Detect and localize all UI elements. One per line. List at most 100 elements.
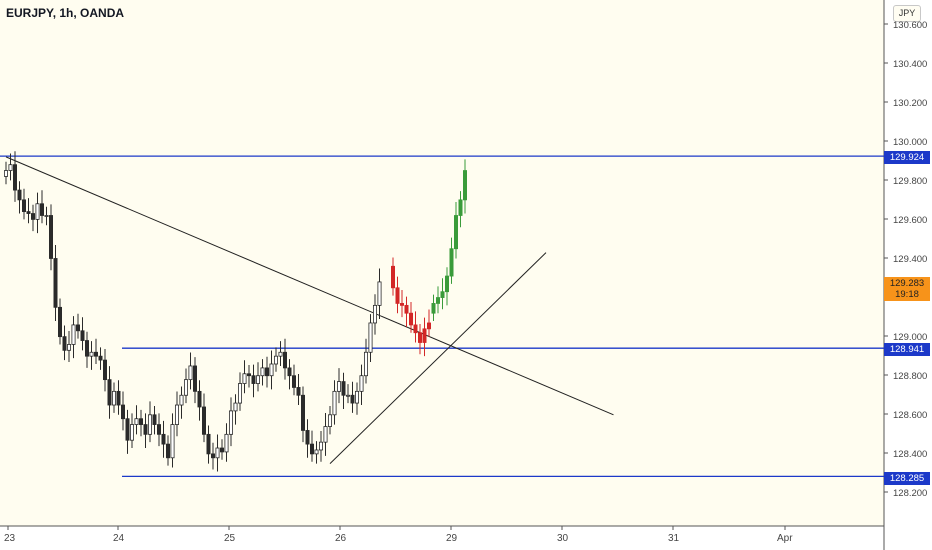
current-price-value: 129.283 xyxy=(889,278,925,289)
price-label: 130.400 xyxy=(893,59,928,70)
candle-body xyxy=(350,394,355,404)
candle-body xyxy=(201,406,206,435)
candle-body xyxy=(192,365,197,392)
candle-body xyxy=(206,433,211,455)
candle-body xyxy=(296,387,301,396)
time-label: 30 xyxy=(557,533,569,544)
time-label: 25 xyxy=(224,533,236,544)
candle-body xyxy=(67,344,72,351)
candle-body xyxy=(8,164,13,171)
candle-body xyxy=(165,443,170,459)
candle-body xyxy=(174,404,179,425)
candle-body xyxy=(17,189,22,201)
candle-body xyxy=(26,211,31,214)
candle-body xyxy=(291,375,296,388)
candle-body xyxy=(116,390,121,406)
time-label: 31 xyxy=(668,533,680,544)
time-label: 29 xyxy=(446,533,458,544)
price-label: 128.800 xyxy=(893,371,928,382)
candle-body xyxy=(21,199,26,212)
price-axis-background xyxy=(884,0,932,550)
candle-body xyxy=(89,351,94,357)
price-label: 130.600 xyxy=(893,20,928,31)
candle-body xyxy=(242,373,247,384)
candle-body xyxy=(58,306,63,338)
candle-body xyxy=(112,390,117,406)
candle-body xyxy=(94,351,99,357)
candle-body xyxy=(4,170,9,177)
candle-body xyxy=(309,443,314,455)
candle-body xyxy=(228,410,233,435)
candle-body xyxy=(152,414,157,425)
candle-body xyxy=(237,383,242,404)
candle-body xyxy=(30,213,35,220)
price-label: 129.600 xyxy=(893,215,928,226)
candle-body xyxy=(336,381,341,392)
candle-body xyxy=(359,375,364,392)
candle-body xyxy=(426,322,431,330)
candle-body xyxy=(287,367,292,377)
candle-body xyxy=(233,402,238,412)
level-badge-128941[interactable]: 128.941 xyxy=(884,343,930,356)
currency-badge[interactable]: JPY xyxy=(893,5,921,22)
horizontal-levels[interactable] xyxy=(0,155,884,478)
candle-body xyxy=(49,215,54,259)
candle-body xyxy=(224,433,229,453)
candle-body xyxy=(147,414,152,435)
candle-body xyxy=(138,418,143,425)
candle-body xyxy=(12,164,17,191)
time-label: Apr xyxy=(777,533,793,544)
time-label: 23 xyxy=(4,533,16,544)
price-label: 128.600 xyxy=(893,410,928,421)
candle-body xyxy=(40,203,45,216)
candle-body xyxy=(314,449,319,455)
candle-body xyxy=(413,324,418,334)
candle-body xyxy=(390,265,395,289)
bar-countdown: 19:18 xyxy=(895,289,919,300)
candle-body xyxy=(278,351,283,357)
trendline-ascending xyxy=(329,252,547,465)
candle-body xyxy=(305,430,310,445)
time-label: 24 xyxy=(113,533,125,544)
candle-body xyxy=(395,287,400,304)
candle-body xyxy=(156,424,161,435)
candle-body xyxy=(408,312,413,326)
candle-body xyxy=(35,203,40,220)
price-label: 128.200 xyxy=(893,488,928,499)
candle-body xyxy=(170,424,175,459)
tick-marks xyxy=(7,23,888,530)
chart-title: EURJPY, 1h, OANDA xyxy=(6,6,125,20)
candle-body xyxy=(62,336,67,351)
candle-body xyxy=(134,418,139,425)
price-label: 129.400 xyxy=(893,254,928,265)
level-badge-128285[interactable]: 128.285 xyxy=(884,472,930,485)
candle-body xyxy=(179,394,184,406)
candle-body xyxy=(219,447,224,453)
plot-background xyxy=(0,0,884,526)
candle-body xyxy=(399,303,404,306)
candle-body xyxy=(368,322,373,353)
trendline-descending xyxy=(5,156,614,416)
trendlines[interactable] xyxy=(5,156,614,465)
candle-body xyxy=(273,355,278,365)
candle-body xyxy=(125,418,130,441)
candle-body xyxy=(264,367,269,377)
candle-body xyxy=(318,441,323,451)
candle-body xyxy=(323,426,328,443)
level-badge-129924[interactable]: 129.924 xyxy=(884,151,930,164)
candle-body xyxy=(121,404,126,420)
current-price-badge[interactable]: 129.283 19:18 xyxy=(884,277,930,301)
candle-body xyxy=(246,373,251,377)
candle-body xyxy=(215,447,220,459)
candle-body xyxy=(71,324,76,345)
candle-body xyxy=(129,424,134,441)
candle-body xyxy=(161,433,166,445)
candle-body xyxy=(269,363,274,377)
candle-body xyxy=(341,381,346,396)
candle-body xyxy=(354,390,359,404)
candle-body xyxy=(210,453,215,459)
candle-body xyxy=(404,304,409,314)
candle-body xyxy=(188,365,193,381)
candle-body xyxy=(332,390,337,416)
